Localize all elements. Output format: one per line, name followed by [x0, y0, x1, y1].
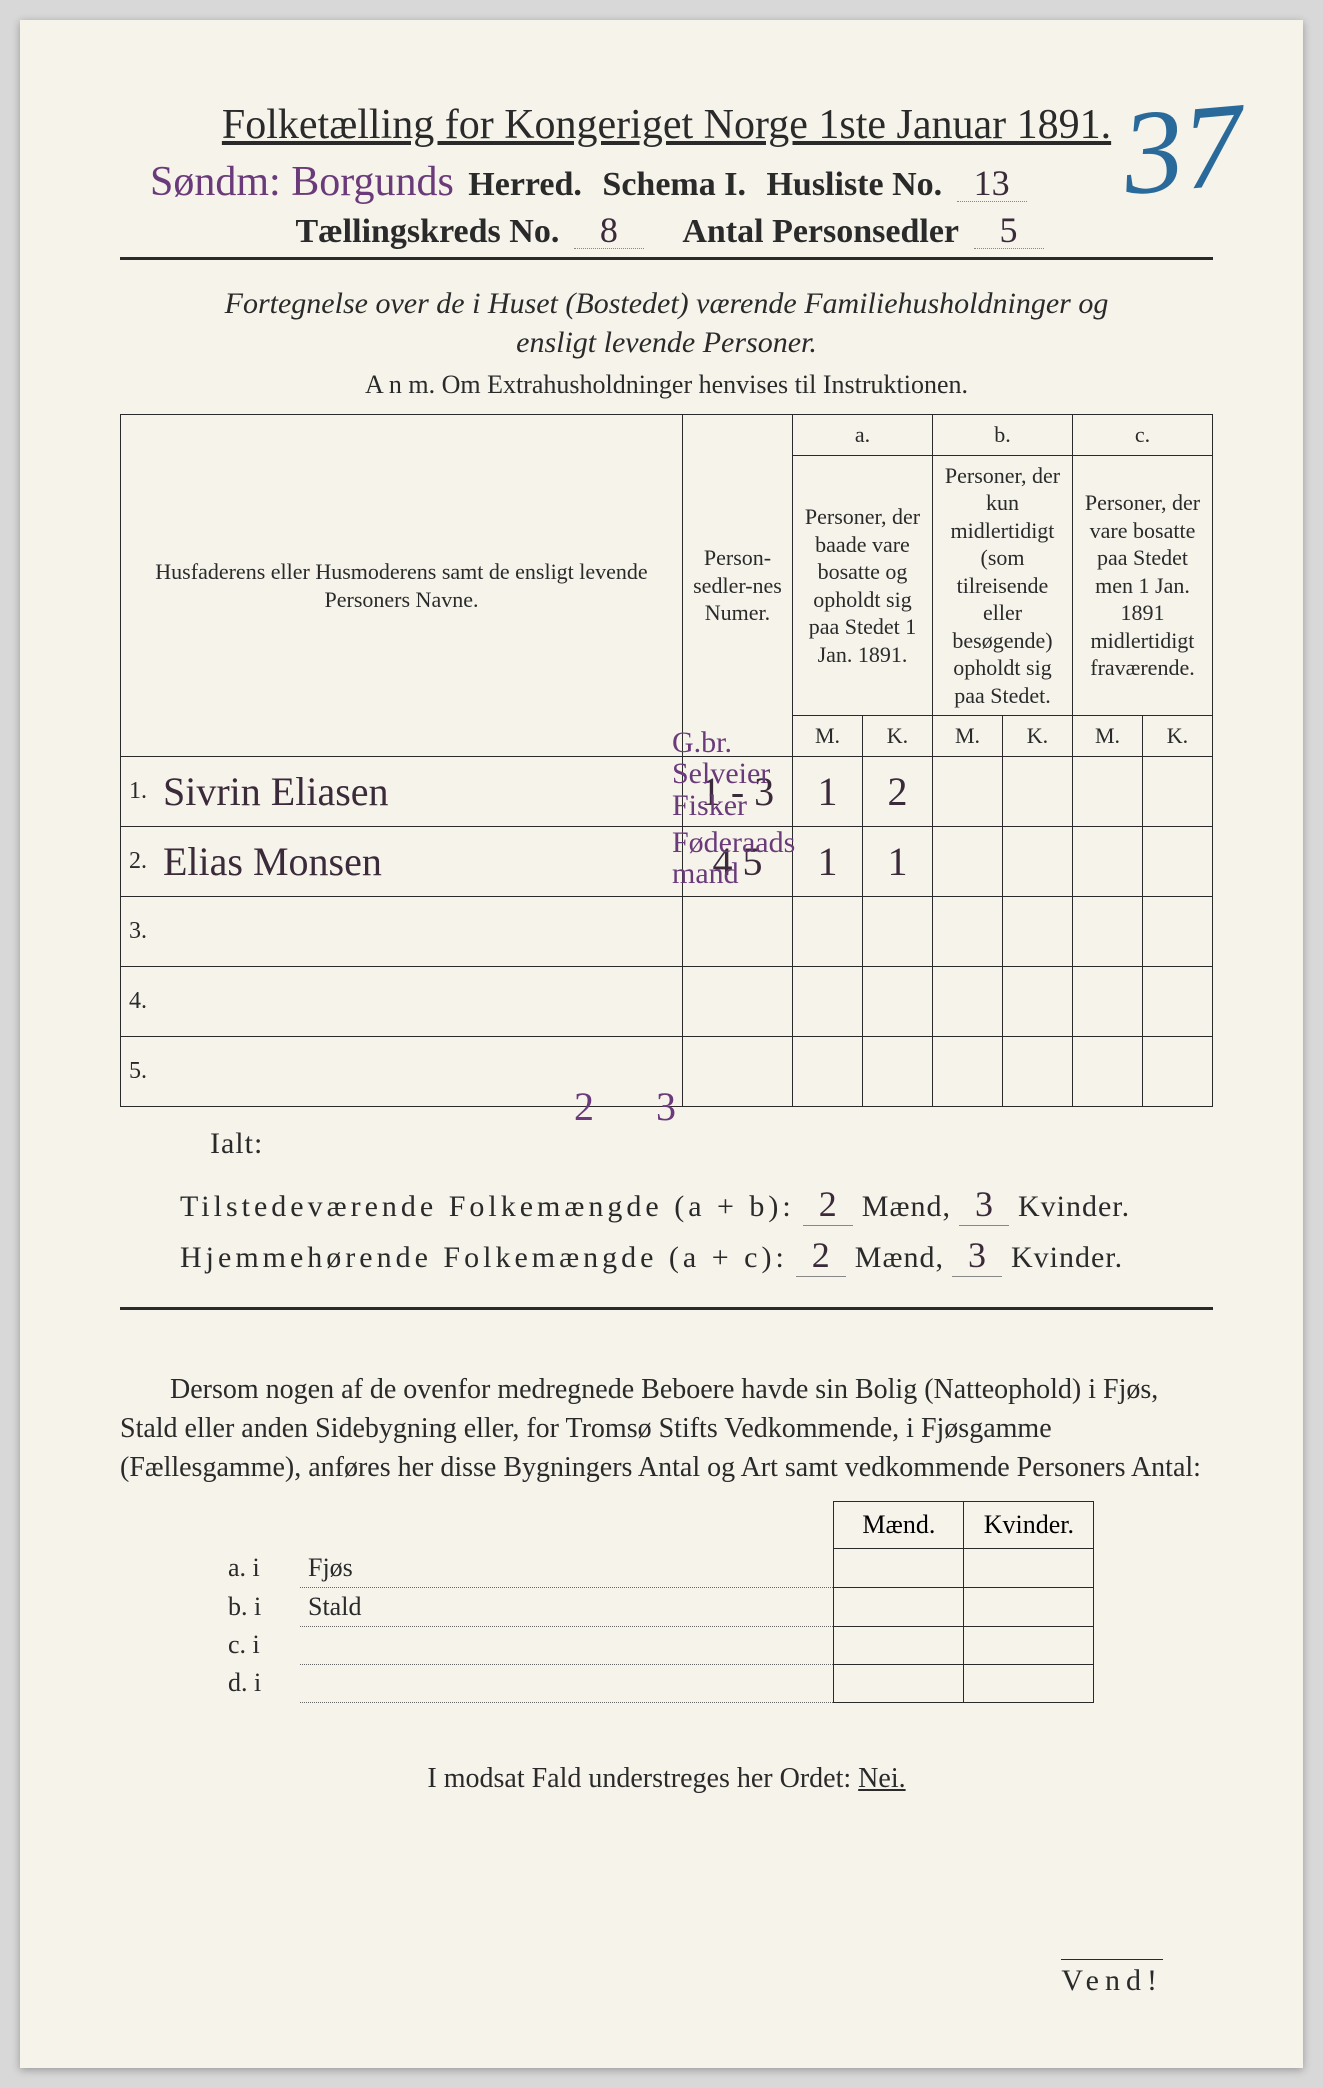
- col-a-head: a.: [793, 415, 933, 456]
- fortegnelse-heading: Fortegnelse over de i Huset (Bostedet) v…: [217, 284, 1117, 362]
- col-c-head: c.: [1073, 415, 1213, 456]
- table-row: a. i Fjøs: [220, 1549, 1094, 1588]
- margin-note: Føderaads mand: [672, 827, 822, 890]
- margin-note: G.br. Selveier Fisker: [672, 727, 822, 822]
- outbuilding-paragraph: Dersom nogen af de ovenfor medregnede Be…: [120, 1370, 1213, 1488]
- vend-label: Vend!: [1061, 1959, 1163, 1998]
- herred-handwritten: Søndm: Borgunds: [150, 159, 454, 205]
- col-total-am: 2: [574, 1083, 595, 1130]
- table-row: 3.: [121, 896, 1213, 966]
- col-num: Person-sedler-nes Numer.: [683, 415, 793, 757]
- col-b-head: b.: [933, 415, 1073, 456]
- rule: [120, 1307, 1213, 1310]
- rule: [120, 257, 1213, 260]
- col-a-desc: Personer, der baade vare bosatte og opho…: [793, 455, 933, 716]
- table-row: d. i: [220, 1664, 1094, 1702]
- totals-block: 2 3 Ialt: Tilstedeværende Folkemængde (a…: [120, 1127, 1213, 1277]
- col-names: Husfaderens eller Husmoderens samt de en…: [121, 415, 683, 757]
- herred-line: Søndm: Borgunds Herred. Schema I. Huslis…: [150, 158, 1213, 206]
- table-row: 4.: [121, 966, 1213, 1036]
- husliste-no-value: 13: [957, 165, 1027, 202]
- table-row: c. i: [220, 1626, 1094, 1664]
- outbuilding-table: Mænd. Kvinder. a. i Fjøs b. i Stald c. i…: [220, 1501, 1094, 1703]
- kreds-line: Tællingskreds No. 8 Antal Personsedler 5: [120, 212, 1213, 251]
- anm-note: A n m. Om Extrahusholdninger henvises ti…: [120, 370, 1213, 400]
- tkreds-no-value: 8: [574, 212, 644, 249]
- antal-value: 5: [974, 212, 1044, 249]
- table-row: 2. Elias Monsen Føderaads mand 4 5 1 1: [121, 826, 1213, 896]
- census-form-page: 37 Folketælling for Kongeriget Norge 1st…: [20, 20, 1303, 2068]
- household-rows: 1. Sivrin Eliasen G.br. Selveier Fisker …: [121, 756, 1213, 1106]
- col-c-desc: Personer, der vare bosatte paa Stedet me…: [1073, 455, 1213, 716]
- table-row: b. i Stald: [220, 1587, 1094, 1626]
- col-total-ak: 3: [656, 1083, 677, 1130]
- modsat-line: I modsat Fald understreges her Ordet: Ne…: [120, 1763, 1213, 1795]
- table-row: 1. Sivrin Eliasen G.br. Selveier Fisker …: [121, 756, 1213, 826]
- col-b-desc: Personer, der kun midlertidigt (som tilr…: [933, 455, 1073, 716]
- form-title: Folketælling for Kongeriget Norge 1ste J…: [120, 100, 1213, 150]
- household-table: Husfaderens eller Husmoderens samt de en…: [120, 414, 1213, 1107]
